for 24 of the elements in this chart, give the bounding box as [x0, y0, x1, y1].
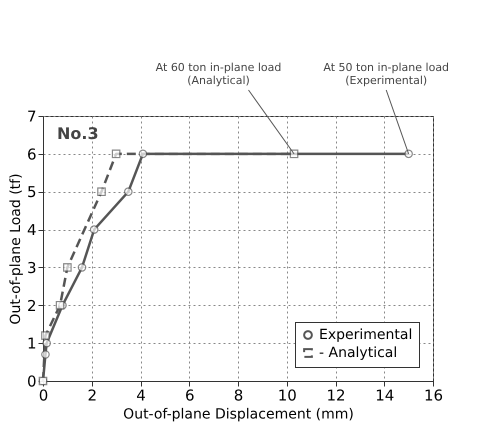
x-tick-label: 0 [38, 386, 48, 404]
y-tick-label: 3 [26, 258, 36, 277]
legend-label: - Analytical [319, 345, 398, 361]
y-tick-label: 4 [26, 221, 36, 240]
y-tick-label: 7 [26, 108, 36, 126]
y-tick-label: 2 [26, 296, 36, 315]
y-tick-label: 6 [26, 145, 36, 164]
x-tick-label: 2 [87, 386, 98, 404]
x-tick-label: 14 [375, 386, 394, 404]
x-tick-label: 10 [278, 386, 297, 404]
x-tick-label: 6 [184, 386, 195, 404]
x-tick-label: 12 [326, 386, 346, 404]
y-tick-label: 5 [26, 183, 36, 202]
x-axis-title: Out-of-plane Displacement (mm) [123, 406, 354, 422]
x-tick-label: 8 [234, 386, 244, 404]
x-tick-label: 4 [136, 386, 146, 404]
legend-label: Experimental [319, 327, 412, 343]
x-tick-label: 16 [424, 386, 444, 404]
annotation: No.3 [57, 124, 99, 143]
y-axis-title: Out-of-plane Load (tf) [8, 173, 24, 325]
annotation: At 60 ton in-plane load (Analytical) [156, 61, 282, 87]
annotation: At 50 ton in-plane load (Experimental) [323, 61, 450, 87]
y-tick-label: 1 [26, 334, 36, 353]
y-tick-label: 0 [26, 372, 36, 390]
